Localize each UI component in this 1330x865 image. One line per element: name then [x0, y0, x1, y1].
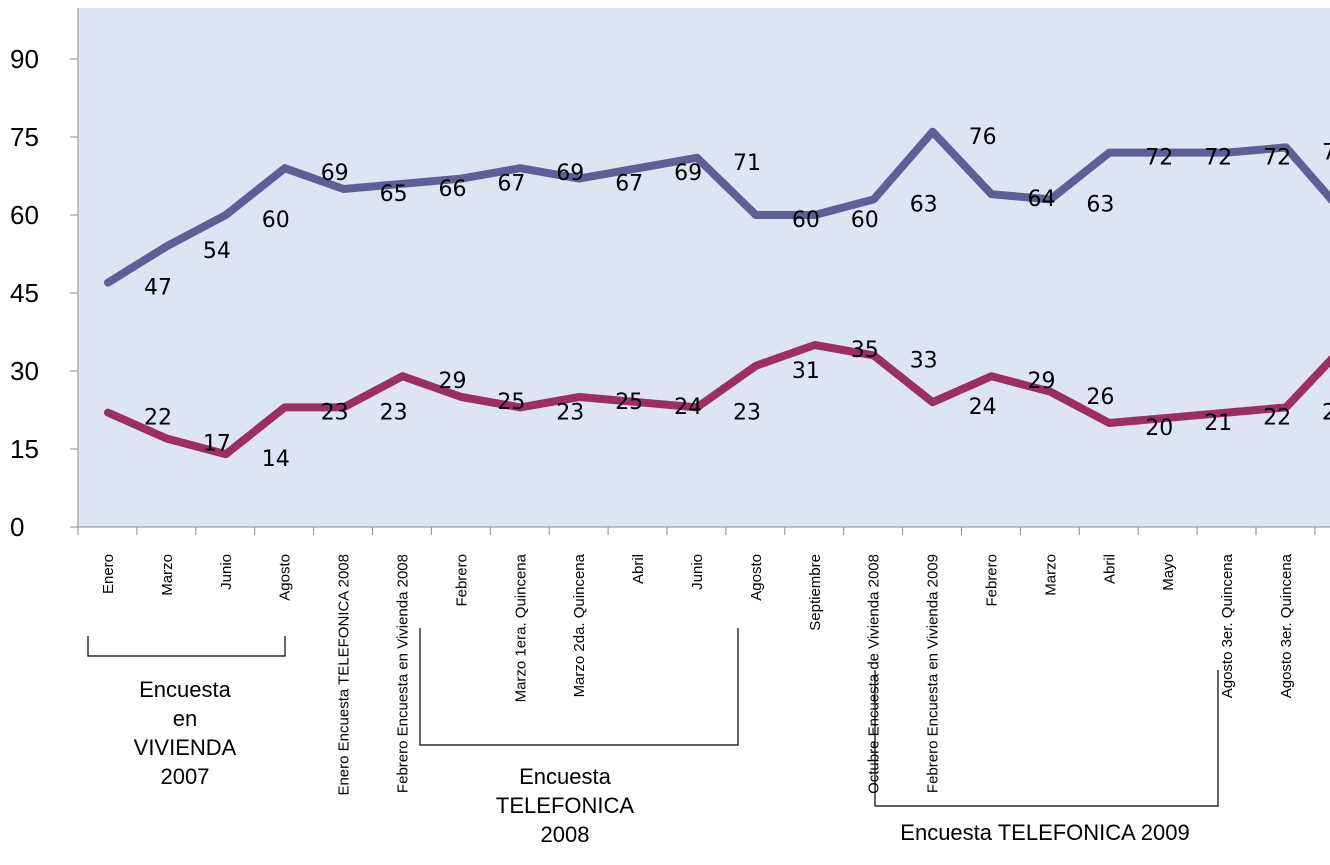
data-label: 60 [851, 208, 879, 233]
x-tick-label: Junio [689, 554, 706, 590]
x-tick-label: Junio [218, 554, 235, 590]
x-tick-label: Marzo 2da. Quincena [571, 553, 588, 697]
data-label: 67 [615, 172, 643, 197]
x-tick-label: Octubre Encuesta de Vivienda 2008 [866, 554, 883, 794]
data-label: 23 [733, 400, 761, 425]
y-tick-label: 75 [10, 122, 39, 152]
data-label: 25 [615, 390, 643, 415]
y-tick-label: 90 [10, 44, 39, 74]
data-label: 47 [144, 276, 172, 301]
y-tick-label: 45 [10, 278, 39, 308]
x-tick-label: Febrero [453, 554, 470, 607]
data-label: 21 [1204, 411, 1232, 436]
y-tick-labels: 0 15 30 45 60 75 90 [10, 44, 78, 542]
series-line-2 [104, 341, 1330, 459]
data-label: 72 [1204, 146, 1232, 171]
x-tick-label: Febrero Encuesta en Vivienda 2009 [925, 554, 942, 793]
y-tick-label: 15 [10, 434, 39, 464]
x-tick-label: Marzo [1042, 554, 1059, 596]
series-lines [104, 127, 1330, 459]
x-tick-label: Febrero Encuesta en Vivienda 2008 [395, 554, 412, 793]
data-label: 73 [1322, 140, 1330, 165]
group-label: Encuesta TELEFONICA 2008 [465, 762, 665, 849]
data-label: 17 [203, 432, 231, 457]
data-label: 22 [1263, 406, 1291, 431]
x-tick-label: Agosto [277, 554, 294, 601]
data-labels: 47 54 60 69 65 66 67 69 67 69 71 60 60 63 76 64 63 72 72 72… [144, 125, 1330, 472]
data-label: 54 [203, 239, 231, 264]
data-label: 66 [439, 177, 467, 202]
data-label: 14 [262, 447, 290, 472]
x-tick-label: Febrero [984, 554, 1001, 607]
data-label: 33 [910, 348, 938, 373]
data-label: 64 [1028, 187, 1056, 212]
data-label: 72 [1263, 146, 1291, 171]
data-label: 25 [497, 390, 525, 415]
y-tick-label: 60 [10, 200, 39, 230]
group-brackets [87, 628, 1219, 807]
x-tick-label: Agosto 3er. Quincena [1278, 553, 1295, 698]
x-tick-label: Agosto 3er. Quincena [1219, 553, 1236, 698]
group-label: Encuesta en VIVIENDA 2007 [110, 675, 260, 791]
data-label: 23 [556, 400, 584, 425]
data-label: 24 [969, 395, 997, 420]
data-label: 63 [1086, 192, 1114, 217]
data-label: 69 [321, 161, 349, 186]
group-label-line: VIVIENDA [133, 735, 237, 760]
data-label: 71 [733, 151, 761, 176]
data-label: 67 [497, 172, 525, 197]
data-label: 26 [1086, 385, 1114, 410]
group-label-line: en [172, 706, 198, 731]
data-label: 24 [674, 395, 702, 420]
data-label: 31 [792, 359, 820, 384]
group-label-line: Encuesta [139, 677, 231, 702]
x-tick-label: Abril [630, 554, 647, 584]
x-tick-label: Agosto [748, 554, 765, 601]
group-label-line: TELEFONICA [495, 793, 635, 818]
group-label-line: 2008 [540, 822, 590, 847]
x-tick-labels: Enero Marzo Junio Agosto Enero Encuesta TELE… [77, 527, 1316, 796]
data-label: 65 [380, 182, 408, 207]
y-tick-label: 0 [10, 512, 24, 542]
data-label: 60 [262, 208, 290, 233]
data-label: 22 [144, 406, 172, 431]
data-label: 60 [792, 208, 820, 233]
group-bracket [419, 628, 739, 746]
group-label-line: Encuesta [519, 764, 611, 789]
group-label-line: Encuesta TELEFONICA 2009 [900, 820, 1190, 845]
group-label: Encuesta TELEFONICA 2009 [870, 818, 1220, 847]
x-tick-label: Marzo 1era. Quincena [512, 553, 529, 702]
x-tick-label: Mayo [1160, 554, 1177, 591]
data-label: 29 [1028, 369, 1056, 394]
data-label: 35 [851, 338, 879, 363]
data-label: 69 [674, 161, 702, 186]
y-tick-label: 30 [10, 356, 39, 386]
data-label: 69 [556, 161, 584, 186]
x-tick-label: Septiembre [807, 554, 824, 631]
x-tick-label: Marzo [159, 554, 176, 596]
data-label: 29 [439, 369, 467, 394]
x-tick-label: Enero Encuesta TELEFONICA 2008 [336, 554, 353, 796]
data-label: 63 [910, 192, 938, 217]
group-label-line: 2007 [160, 764, 210, 789]
group-bracket [874, 670, 1219, 807]
data-label: 76 [969, 125, 997, 150]
x-tick-label: Abril [1101, 554, 1118, 584]
data-label: 23 [321, 400, 349, 425]
data-label: 23 [380, 400, 408, 425]
series-line-1 [104, 127, 1330, 287]
group-bracket [87, 636, 286, 657]
data-label: 20 [1145, 416, 1173, 441]
x-tick-label: Enero [100, 554, 117, 594]
plot-area [78, 8, 1330, 527]
data-label: 23 [1322, 400, 1330, 425]
data-label: 72 [1145, 146, 1173, 171]
